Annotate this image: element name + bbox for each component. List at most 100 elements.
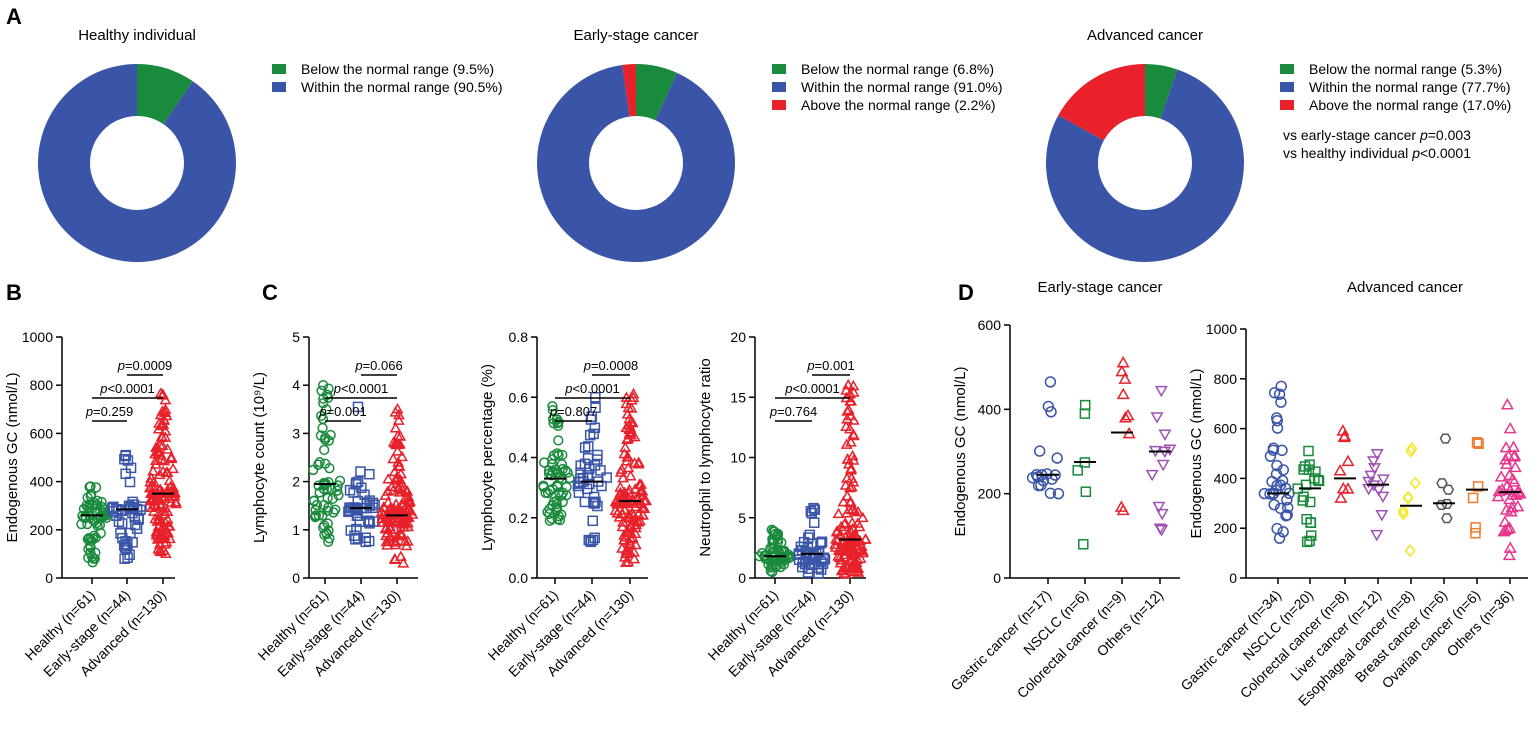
triangle-point: [1497, 524, 1511, 537]
p-symbol: p: [784, 381, 792, 396]
p-symbol: p: [564, 381, 572, 396]
series-points: [1072, 399, 1092, 550]
panel-letter-a: A: [6, 4, 22, 29]
triangle-point: [389, 523, 402, 535]
triangle-point: [847, 414, 860, 425]
triangle-point: [624, 526, 637, 538]
p-value-label: p=0.0008: [583, 358, 639, 373]
legend-swatch-blue: [772, 82, 786, 92]
p-symbol: p: [806, 358, 814, 373]
y-tick-label: 400: [30, 474, 54, 490]
triangle-point: [629, 521, 642, 533]
triangle-point: [395, 529, 408, 541]
triangle-point: [156, 439, 169, 451]
y-axis-label: Lymphocyte percentage (%): [479, 364, 496, 551]
triangle-point: [841, 490, 854, 501]
legend-label: Below the normal range (9.5%): [301, 61, 494, 77]
series-points: [1145, 385, 1177, 537]
triangle-point: [1506, 472, 1520, 485]
square-point: [582, 470, 593, 481]
circle-point: [89, 497, 100, 509]
legend-swatch-green: [1280, 64, 1294, 74]
triangle-point: [623, 537, 636, 548]
triangle-point: [1503, 541, 1517, 553]
p-symbol: p: [85, 404, 93, 419]
triangle-down-point: [1156, 459, 1170, 472]
triangle-point: [1500, 398, 1514, 410]
triangle-down-point: [1370, 448, 1384, 461]
circle-point: [317, 413, 329, 425]
circle-point: [553, 450, 564, 461]
square-point: [113, 516, 125, 527]
triangle-point: [852, 505, 864, 517]
triangle-point: [1499, 440, 1513, 453]
y-tick-label: 0.0: [509, 570, 529, 586]
square-point: [117, 532, 128, 544]
triangle-point: [380, 535, 393, 547]
triangle-point: [1116, 387, 1130, 400]
legend-swatch-blue: [272, 82, 286, 92]
triangle-point: [401, 485, 414, 496]
legend-label: Within the normal range (91.0%): [801, 79, 1003, 95]
triangle-point: [1338, 429, 1352, 441]
triangle-point: [618, 551, 631, 562]
circle-point: [765, 543, 776, 554]
square-point: [816, 537, 827, 549]
triangle-point: [1336, 481, 1350, 494]
triangle-point: [1118, 411, 1132, 423]
stat-note-p: p: [1419, 127, 1428, 143]
p-value: =0.764: [777, 404, 817, 419]
triangle-point: [158, 454, 171, 466]
triangle-point: [839, 479, 852, 490]
square-point: [116, 518, 128, 529]
legend-swatch-red: [1280, 100, 1294, 110]
p-value: =0.066: [363, 358, 403, 373]
triangle-point: [147, 465, 160, 476]
square-point: [809, 504, 821, 515]
triangle-point: [627, 509, 640, 520]
triangle-point: [389, 536, 402, 547]
triangle-point: [150, 493, 163, 505]
y-tick-label: 20: [730, 329, 746, 345]
triangle-point: [617, 471, 629, 483]
triangle-down-point: [1367, 480, 1381, 492]
triangle-point: [394, 504, 406, 515]
triangle-point: [611, 507, 624, 518]
circle-point: [556, 490, 567, 501]
triangle-down-point: [1375, 509, 1389, 522]
circle-point: [546, 470, 557, 481]
square-point: [1299, 461, 1311, 472]
triangle-point: [1118, 372, 1132, 384]
p-value: <0.0001: [107, 381, 154, 396]
y-tick-label: 800: [1214, 371, 1238, 387]
triangle-point: [615, 463, 628, 474]
triangle-point: [632, 458, 645, 469]
triangle-point: [393, 408, 405, 420]
triangle-point: [636, 509, 649, 520]
triangle-point: [159, 425, 172, 436]
series-points: [1397, 441, 1421, 558]
circle-point: [97, 501, 108, 513]
circle-point: [1277, 526, 1289, 538]
triangle-point: [397, 557, 410, 568]
square-point: [802, 567, 814, 578]
triangle-down-point: [1370, 529, 1384, 542]
circle-point: [1275, 396, 1287, 408]
panel-letter-c: C: [262, 280, 278, 305]
stat-note-prefix: vs healthy individual: [1283, 145, 1412, 161]
legend-label: Below the normal range (6.8%): [801, 61, 994, 77]
y-axis-label: Endogenous GC (nmol/L): [952, 366, 969, 536]
series-points: [1114, 356, 1136, 516]
series-points: [76, 481, 112, 568]
y-tick-label: 800: [30, 377, 54, 393]
square-point: [1300, 479, 1312, 491]
triangle-point: [846, 549, 859, 561]
stat-note-prefix: vs early-stage cancer: [1283, 127, 1420, 143]
square-point: [364, 500, 375, 511]
square-point: [1301, 513, 1312, 525]
triangle-point: [614, 481, 627, 492]
dot-plot-c2: 0.0 0.2 0.4 0.6 0.8 Lymphocyte percentage (%)…: [479, 329, 653, 680]
panel-letter-d: D: [958, 280, 974, 305]
y-tick-label: 10: [730, 450, 746, 466]
triangle-point: [635, 478, 647, 489]
